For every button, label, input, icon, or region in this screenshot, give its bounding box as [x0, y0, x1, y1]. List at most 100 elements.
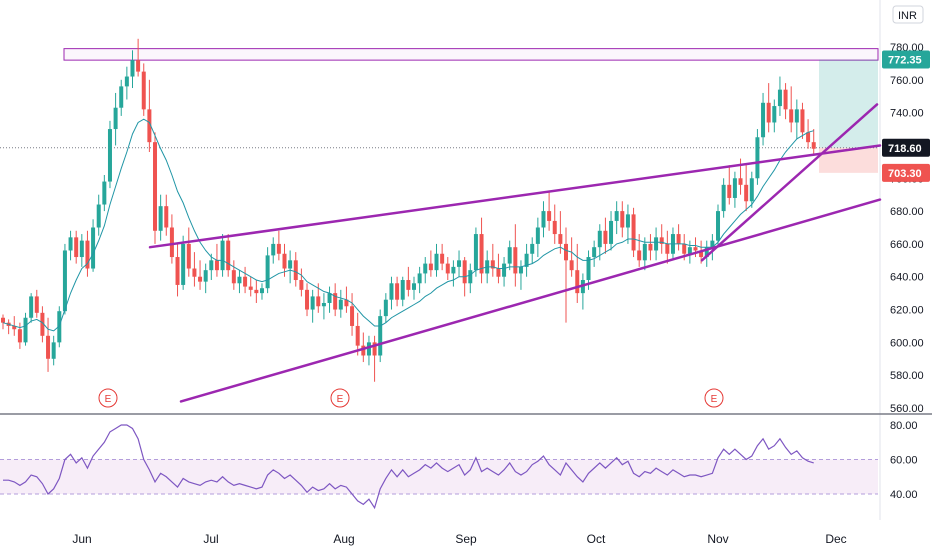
candle-body[interactable]	[535, 227, 540, 244]
candle-body[interactable]	[428, 263, 433, 271]
currency-label-group[interactable]: 8 INR	[892, 5, 924, 24]
candle-body[interactable]	[721, 184, 726, 212]
candle-body[interactable]	[124, 76, 129, 87]
upper-channel-trendline[interactable]	[148, 144, 882, 249]
candle-body[interactable]	[732, 178, 737, 198]
candle-body[interactable]	[372, 342, 377, 356]
candle-body[interactable]	[181, 243, 186, 285]
candle-body[interactable]	[23, 317, 28, 343]
candle-body[interactable]	[68, 237, 73, 251]
candle-body[interactable]	[34, 296, 39, 313]
candle-body[interactable]	[333, 293, 338, 310]
candle-body[interactable]	[434, 253, 439, 271]
candle-body[interactable]	[85, 240, 90, 269]
candle-body[interactable]	[1, 317, 5, 323]
candle-body[interactable]	[518, 266, 523, 274]
candle-body[interactable]	[91, 227, 96, 269]
candle-body[interactable]	[338, 299, 343, 310]
candle-body[interactable]	[383, 299, 388, 317]
candle-body[interactable]	[214, 260, 219, 271]
candle-body[interactable]	[800, 109, 805, 133]
candle-body[interactable]	[699, 250, 704, 258]
rsi-pane[interactable]	[0, 424, 878, 510]
candle-body[interactable]	[541, 211, 546, 228]
candle-body[interactable]	[687, 247, 692, 254]
candle-body[interactable]	[62, 250, 67, 312]
candle-body[interactable]	[271, 243, 276, 256]
candle-body[interactable]	[744, 184, 749, 202]
candle-body[interactable]	[789, 109, 794, 123]
candle-body[interactable]	[524, 253, 529, 267]
candlestick-series[interactable]	[1, 38, 816, 382]
candle-body[interactable]	[293, 260, 298, 281]
candle-body[interactable]	[231, 270, 236, 284]
candle-body[interactable]	[243, 276, 248, 287]
candle-body[interactable]	[259, 288, 264, 294]
candle-body[interactable]	[654, 237, 659, 251]
candle-body[interactable]	[423, 263, 428, 274]
earnings-marker[interactable]	[330, 388, 350, 408]
candle-body[interactable]	[51, 342, 56, 359]
candle-body[interactable]	[755, 137, 760, 179]
candle-body[interactable]	[806, 132, 811, 143]
candle-body[interactable]	[12, 325, 17, 330]
candle-body[interactable]	[727, 184, 732, 198]
candle-body[interactable]	[130, 60, 135, 77]
candle-body[interactable]	[96, 204, 101, 228]
candle-body[interactable]	[766, 102, 771, 123]
candle-body[interactable]	[417, 273, 422, 284]
candle-body[interactable]	[366, 342, 371, 356]
candle-body[interactable]	[603, 230, 608, 244]
candle-body[interactable]	[468, 270, 473, 284]
candle-body[interactable]	[761, 102, 766, 138]
target-zone[interactable]	[819, 59, 878, 148]
candle-body[interactable]	[716, 211, 721, 241]
candle-body[interactable]	[777, 89, 782, 107]
candle-body[interactable]	[479, 234, 484, 274]
candle-body[interactable]	[327, 293, 332, 303]
candle-body[interactable]	[209, 260, 214, 271]
candle-body[interactable]	[113, 107, 118, 130]
candle-body[interactable]	[147, 109, 152, 143]
candle-body[interactable]	[749, 178, 754, 202]
candle-body[interactable]	[772, 106, 777, 123]
candle-body[interactable]	[451, 266, 456, 274]
candle-body[interactable]	[614, 211, 619, 221]
candle-body[interactable]	[198, 276, 203, 282]
candle-body[interactable]	[440, 253, 445, 264]
candle-body[interactable]	[237, 276, 242, 284]
candle-body[interactable]	[203, 270, 208, 282]
candle-body[interactable]	[490, 260, 495, 269]
candle-body[interactable]	[164, 206, 169, 228]
candle-body[interactable]	[631, 214, 636, 251]
candle-body[interactable]	[355, 325, 360, 346]
candle-body[interactable]	[547, 211, 552, 221]
candle-body[interactable]	[637, 250, 642, 261]
candle-body[interactable]	[552, 220, 557, 235]
candle-body[interactable]	[609, 220, 614, 244]
candle-body[interactable]	[597, 230, 602, 248]
candle-body[interactable]	[74, 237, 79, 258]
candle-body[interactable]	[17, 329, 22, 343]
candle-body[interactable]	[738, 178, 743, 185]
candle-body[interactable]	[57, 311, 62, 343]
candle-body[interactable]	[710, 240, 715, 248]
candle-body[interactable]	[507, 247, 512, 264]
candle-body[interactable]	[558, 234, 563, 244]
candle-body[interactable]	[457, 260, 462, 267]
candle-body[interactable]	[592, 247, 597, 258]
candle-body[interactable]	[642, 243, 647, 261]
candle-body[interactable]	[676, 234, 681, 244]
candle-body[interactable]	[811, 142, 816, 149]
candle-body[interactable]	[305, 289, 310, 310]
candle-body[interactable]	[620, 211, 625, 228]
candle-body[interactable]	[288, 260, 293, 269]
candle-body[interactable]	[462, 260, 467, 284]
candle-body[interactable]	[411, 283, 416, 290]
candle-body[interactable]	[102, 181, 107, 205]
candle-body[interactable]	[445, 263, 450, 274]
candle-body[interactable]	[569, 260, 574, 271]
candle-body[interactable]	[321, 302, 326, 307]
